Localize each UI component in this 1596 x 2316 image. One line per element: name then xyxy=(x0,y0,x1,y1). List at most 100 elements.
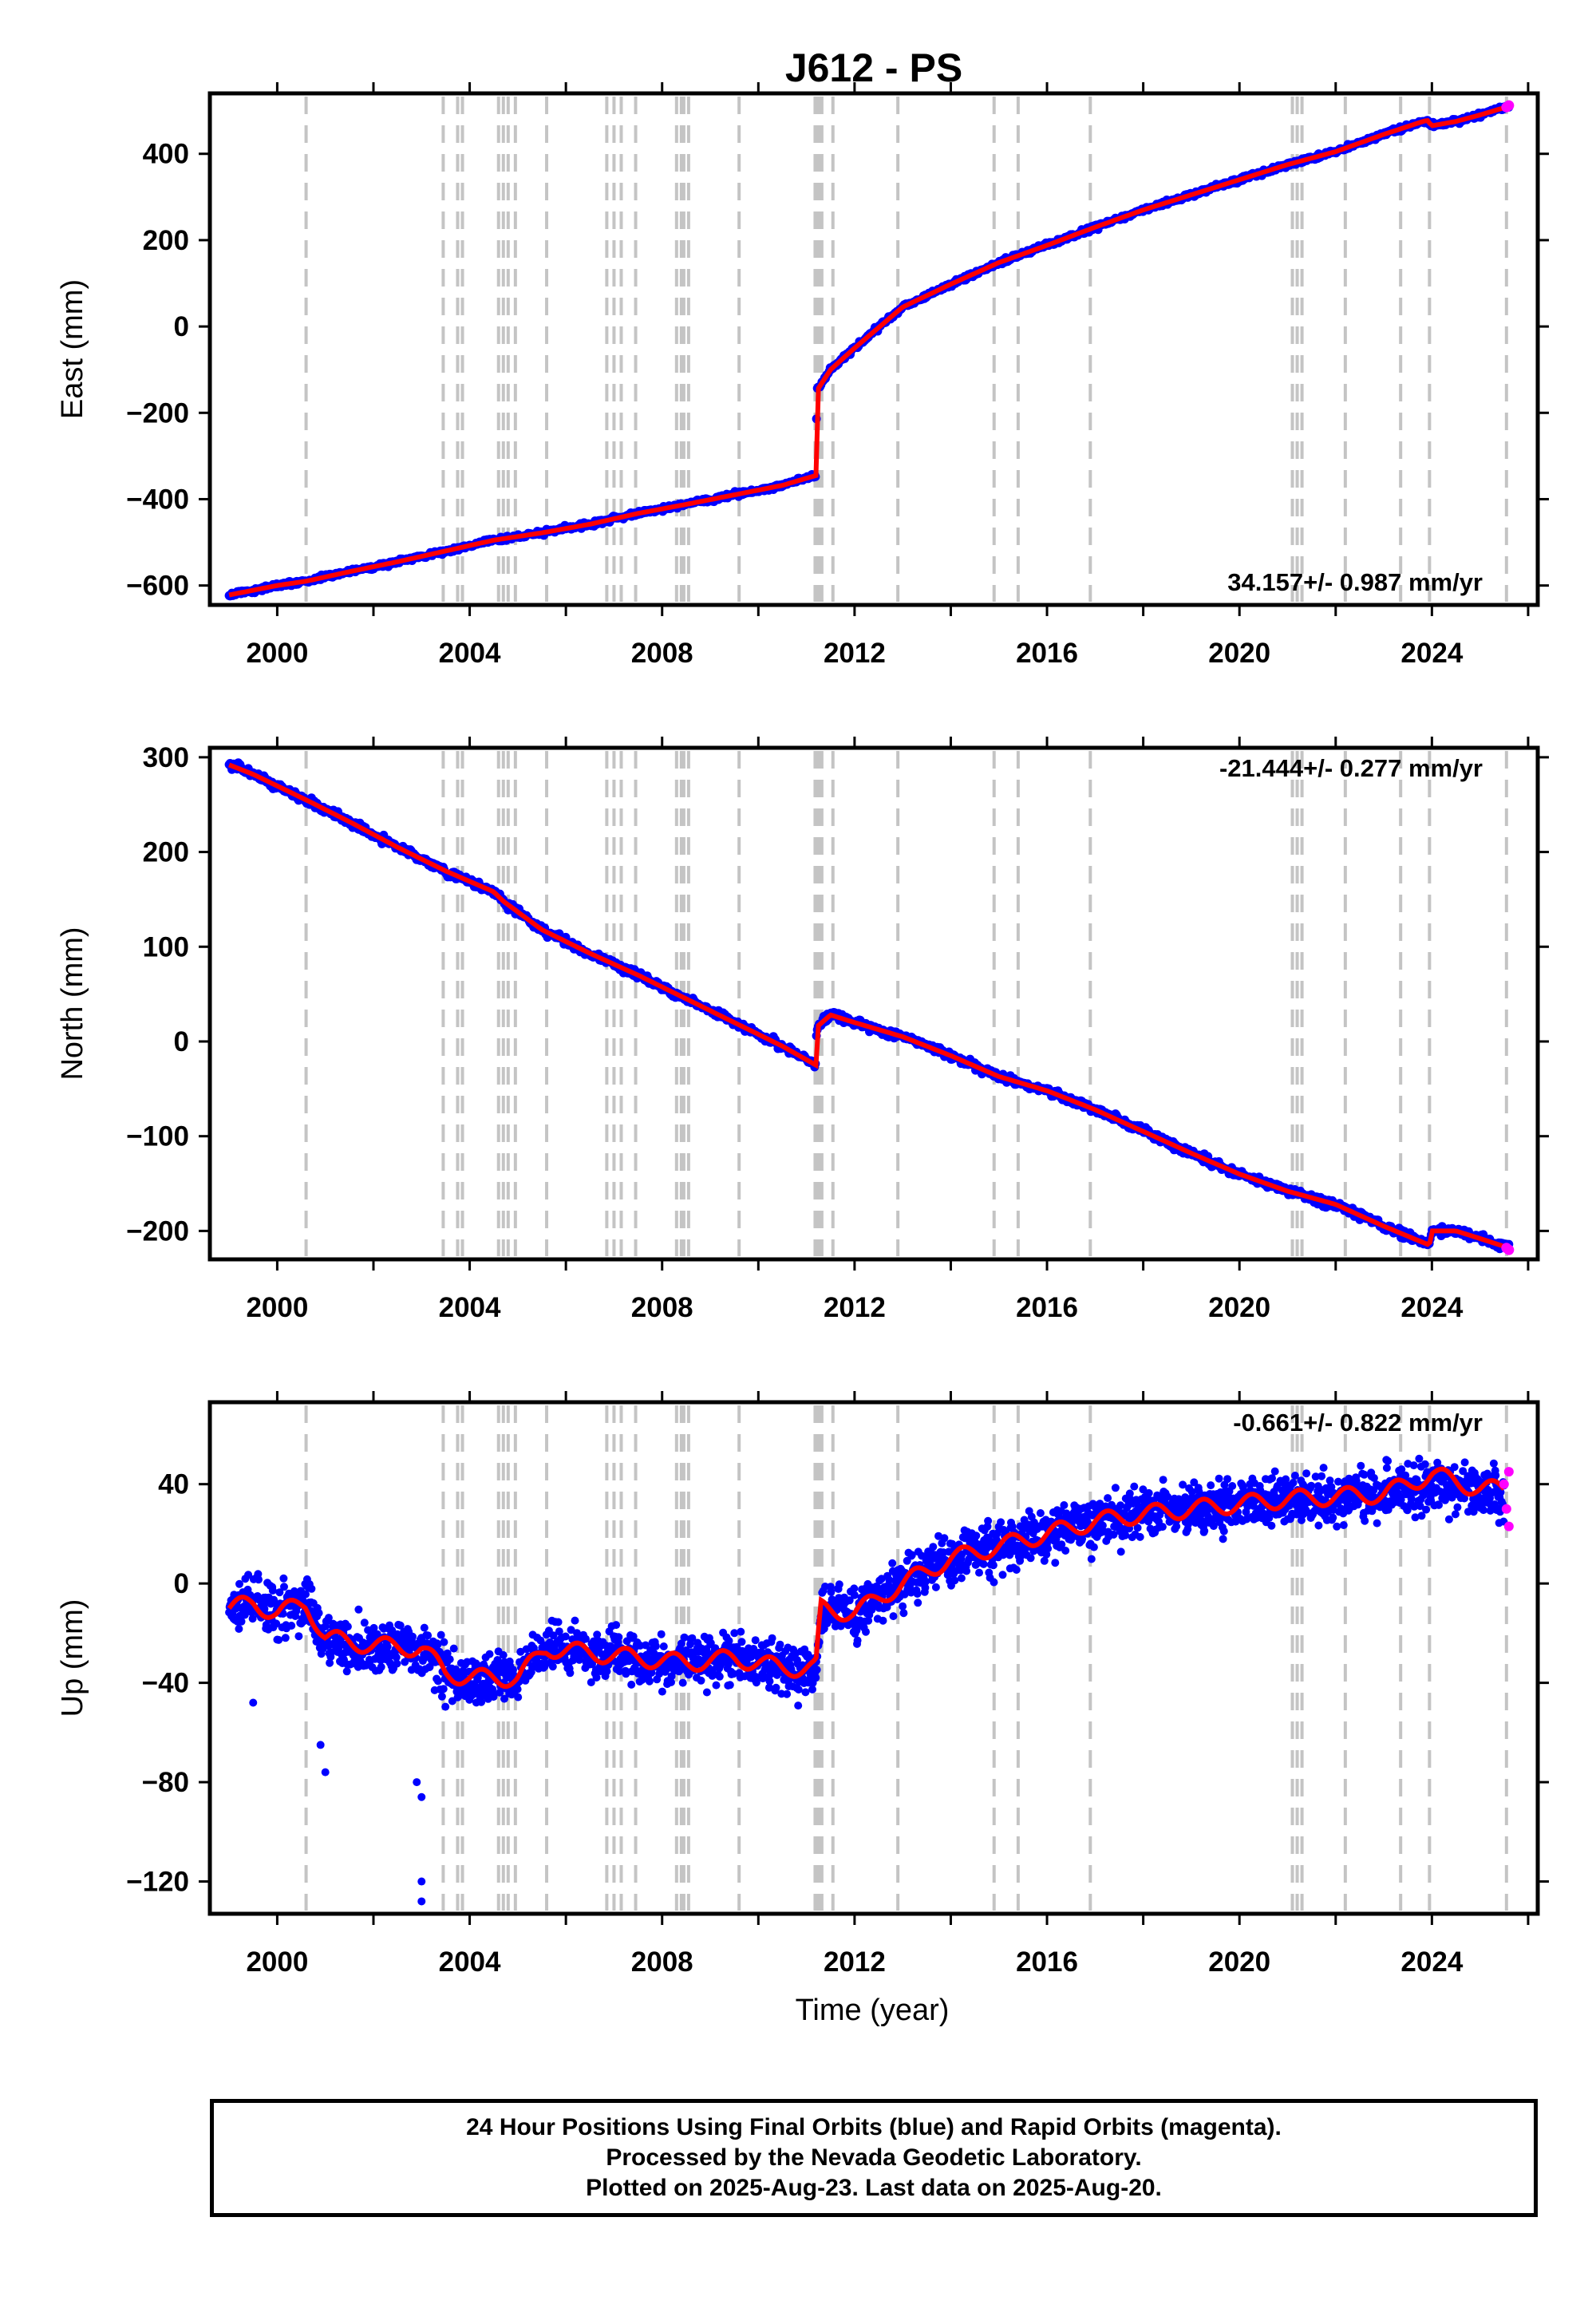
data-point xyxy=(914,1599,922,1607)
data-point xyxy=(975,1568,983,1577)
data-point xyxy=(360,1618,369,1627)
y-tick-label: −100 xyxy=(126,1121,189,1152)
data-point xyxy=(879,1616,887,1625)
data-point xyxy=(984,1516,993,1525)
y-tick-label: −200 xyxy=(126,397,189,429)
data-point xyxy=(899,1609,908,1618)
x-tick-label: 2024 xyxy=(1400,1292,1463,1323)
data-point xyxy=(445,1655,454,1664)
y-tick-label: 0 xyxy=(174,311,189,342)
data-point xyxy=(566,1669,575,1678)
data-point xyxy=(393,1659,401,1668)
data-point xyxy=(913,1590,922,1598)
data-point xyxy=(235,1625,243,1633)
data-point xyxy=(678,1678,687,1687)
data-point xyxy=(794,1686,803,1694)
y-tick-label: 200 xyxy=(143,837,189,868)
model-line xyxy=(228,762,1510,1251)
data-point xyxy=(827,1587,836,1596)
x-tick-label: 2008 xyxy=(631,638,693,669)
data-point xyxy=(571,1616,579,1625)
data-point xyxy=(772,1683,780,1692)
data-point xyxy=(554,1618,563,1626)
data-point xyxy=(439,1685,448,1694)
y-axis-label: East (mm) xyxy=(56,279,89,419)
data-point xyxy=(1051,1559,1060,1567)
data-point xyxy=(1121,1531,1130,1539)
data-point xyxy=(657,1630,666,1638)
data-point xyxy=(1116,1547,1125,1556)
rapid-orbit-point xyxy=(1503,100,1515,111)
data-point xyxy=(712,1681,721,1690)
y-tick-label: 400 xyxy=(143,139,189,170)
data-point xyxy=(931,1583,940,1591)
data-point xyxy=(268,1587,277,1595)
y-tick-label: 100 xyxy=(143,931,189,962)
x-tick-label: 2000 xyxy=(246,1292,308,1323)
data-point xyxy=(929,1543,938,1551)
data-point xyxy=(801,1688,810,1697)
data-point xyxy=(1089,1543,1098,1551)
data-point xyxy=(1158,1523,1167,1531)
data-point xyxy=(424,1631,433,1640)
data-point xyxy=(280,1583,288,1591)
x-tick-label: 2000 xyxy=(246,638,308,669)
data-point xyxy=(737,1627,745,1636)
data-point xyxy=(499,1650,508,1659)
data-point xyxy=(477,1697,486,1706)
data-point xyxy=(979,1559,988,1568)
data-point xyxy=(1159,1476,1167,1484)
data-point xyxy=(768,1634,776,1642)
data-point xyxy=(853,1636,862,1645)
data-point xyxy=(343,1622,352,1631)
data-point xyxy=(765,1677,774,1686)
data-point xyxy=(627,1680,636,1689)
x-tick-label: 2012 xyxy=(824,1292,886,1323)
data-point xyxy=(1036,1509,1045,1517)
data-point xyxy=(888,1559,897,1567)
y-tick-label: 200 xyxy=(143,225,189,256)
data-point xyxy=(485,1650,494,1658)
data-point xyxy=(659,1642,668,1650)
data-point xyxy=(1044,1544,1053,1553)
plot-title: J612 - PS xyxy=(785,45,962,90)
data-point xyxy=(702,1688,711,1697)
x-tick-label: 2004 xyxy=(439,638,501,669)
x-tick-label: 2016 xyxy=(1016,638,1078,669)
y-tick-label: −400 xyxy=(126,484,189,515)
final-orbit-points xyxy=(224,758,1514,1254)
data-point xyxy=(342,1667,351,1676)
x-tick-label: 2008 xyxy=(631,1292,693,1323)
data-point xyxy=(1104,1494,1112,1503)
data-point xyxy=(612,1621,621,1630)
data-point xyxy=(651,1642,660,1650)
data-point xyxy=(255,1575,263,1584)
data-point xyxy=(1061,1547,1070,1555)
data-point xyxy=(990,1578,998,1587)
data-point xyxy=(715,1672,724,1681)
data-point xyxy=(751,1636,760,1645)
data-point xyxy=(287,1622,296,1630)
y-axis-label: North (mm) xyxy=(56,927,89,1080)
data-point xyxy=(279,1574,288,1583)
data-point xyxy=(950,1576,959,1585)
data-point xyxy=(307,1584,316,1593)
data-point xyxy=(658,1687,666,1696)
data-point xyxy=(1060,1501,1069,1509)
model-line xyxy=(228,104,1510,598)
panel-east: 2000 2004 2008 2012 2016 2020 2024−600−400−200… xyxy=(56,82,1549,669)
y-tick-label: −600 xyxy=(126,571,189,602)
data-point xyxy=(1012,1566,1021,1574)
data-point xyxy=(1111,1484,1120,1492)
y-tick-label: 0 xyxy=(174,1026,189,1057)
x-tick-label: 2020 xyxy=(1208,1292,1270,1323)
data-point xyxy=(998,1571,1007,1579)
y-tick-label: −200 xyxy=(126,1215,189,1247)
data-point xyxy=(561,1632,570,1641)
data-point xyxy=(437,1692,446,1701)
data-point xyxy=(962,1567,971,1575)
plot-frame xyxy=(207,745,1540,1262)
x-tick-label: 2012 xyxy=(824,638,886,669)
final-orbit-points xyxy=(225,1454,1508,1906)
